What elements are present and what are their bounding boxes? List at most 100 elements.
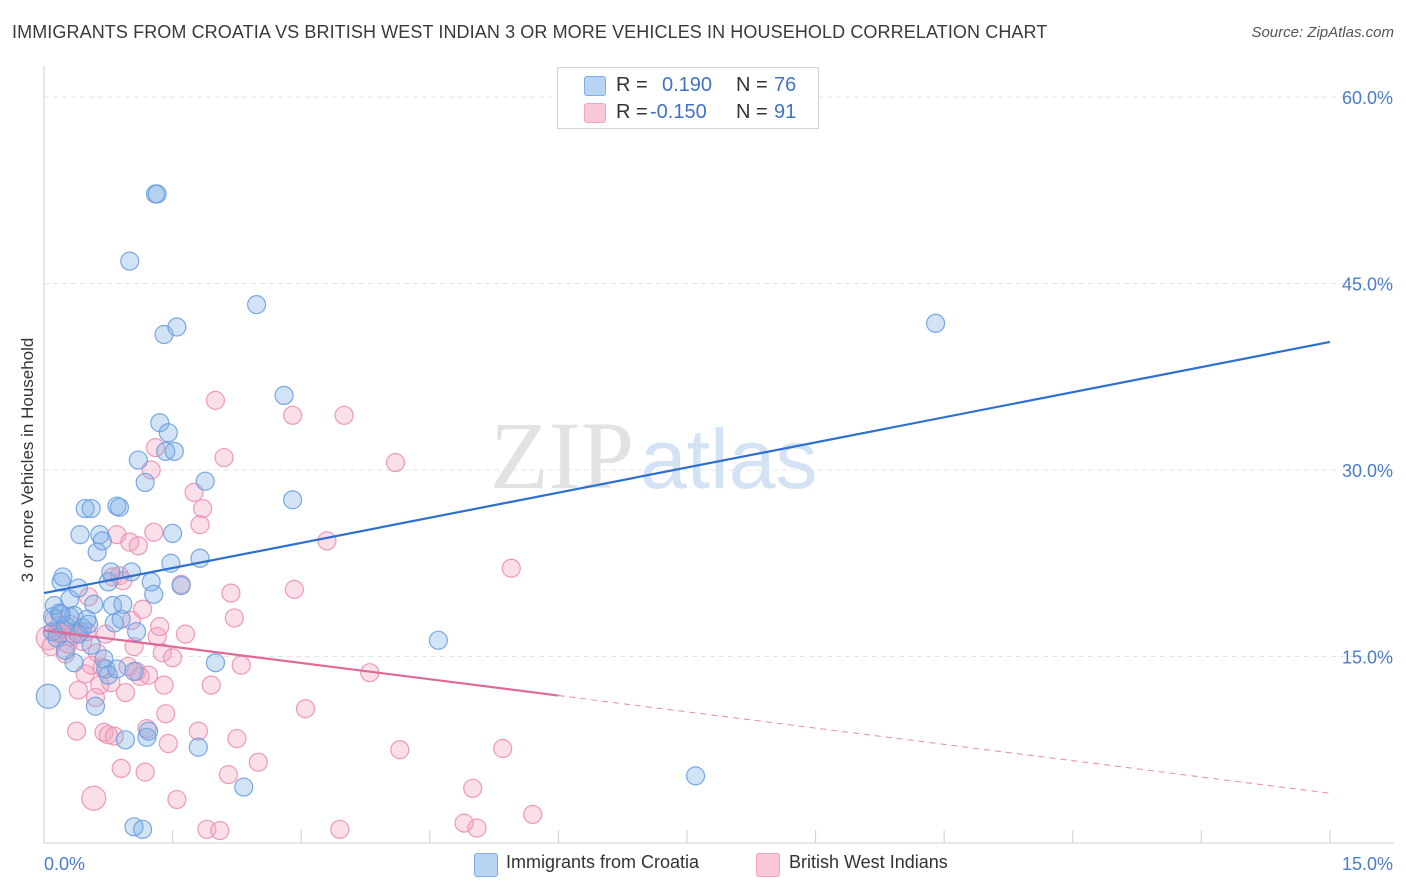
bwi-point-42 — [128, 536, 148, 556]
bwi-point-74 — [231, 655, 251, 675]
croatia-point-49 — [138, 721, 159, 741]
bwi-point-44 — [132, 599, 153, 619]
bwi-point-84 — [390, 740, 410, 760]
croatia-point-63 — [188, 737, 208, 757]
bwi-point-90 — [523, 804, 543, 825]
series-legend: Immigrants from Croatia British West Ind… — [0, 852, 1406, 878]
croatia-point-20 — [81, 498, 101, 519]
bwi-point-45 — [135, 762, 155, 782]
source-label: Source: ZipAtlas.com — [1251, 24, 1394, 41]
bwi-point-52 — [150, 617, 170, 637]
x-tick-label-1: 15.0% — [1342, 854, 1393, 874]
bwi-point-47 — [138, 665, 159, 685]
bwi-point-60 — [175, 624, 196, 644]
y-tick-label-3: 60.0% — [1342, 88, 1393, 108]
croatia-point-27 — [94, 649, 114, 669]
bwi-point-83 — [385, 452, 406, 473]
x-tick-label-0: 0.0% — [44, 854, 85, 874]
bwi-point-62 — [188, 721, 208, 741]
bwi-point-21 — [81, 785, 107, 811]
bwi-point-78 — [295, 699, 316, 719]
tick-labels: 15.0% 30.0% 45.0% 60.0% 0.0% 15.0% — [44, 88, 1393, 874]
trend-line-croatia — [43, 340, 1331, 595]
croatia-point-51 — [144, 584, 164, 604]
y-tick-label-2: 45.0% — [1342, 275, 1393, 295]
bwi-point-80 — [330, 819, 350, 839]
bwi-point-31 — [104, 726, 124, 746]
bwi-point-67 — [205, 390, 226, 410]
bwi-point-54 — [154, 675, 174, 695]
bwi-point-57 — [163, 648, 183, 668]
croatia-point-57 — [158, 423, 178, 443]
croatia-point-71 — [428, 630, 448, 650]
legend-swatch-croatia — [474, 853, 498, 877]
bwi-point-76 — [283, 405, 303, 425]
watermark: ZIP atlas — [490, 402, 817, 509]
bwi-point-68 — [210, 820, 230, 841]
croatia-point-15 — [70, 525, 90, 545]
croatia-point-70 — [283, 490, 303, 510]
bwi-point-49 — [144, 522, 164, 542]
bwi-point-56 — [158, 733, 178, 754]
bwi-point-89 — [501, 558, 521, 578]
bwi-point-50 — [145, 438, 166, 458]
croatia-point-73 — [926, 313, 946, 333]
bwi-point-53 — [152, 643, 172, 663]
croatia-point-38 — [113, 594, 133, 614]
croatia-point-36 — [109, 497, 130, 517]
bwi-point-79 — [317, 531, 337, 551]
croatia-point-22 — [84, 594, 104, 614]
bwi-point-71 — [221, 583, 241, 603]
croatia-point-60 — [164, 441, 184, 461]
trend-line-bwi-solid — [43, 629, 559, 697]
legend-label-bwi: British West Indians — [789, 852, 948, 872]
croatia-point-65 — [195, 471, 215, 491]
bwi-point-86 — [463, 778, 483, 798]
croatia-point-44 — [126, 622, 147, 642]
grid-lines — [44, 96, 1394, 657]
croatia-point-67 — [234, 777, 254, 797]
y-axis-label: 3 or more Vehicles in Household — [18, 337, 37, 583]
croatia-point-39 — [115, 730, 136, 750]
croatia-point-12 — [64, 653, 84, 673]
croatia-point-62 — [171, 576, 191, 596]
bwi-point-55 — [156, 704, 176, 724]
series-immigrants-from-croatia — [35, 184, 946, 839]
correlation-legend: R = 0.190 N = 76 R = -0.150 N = 91 — [557, 67, 819, 129]
legend-swatch-pink — [584, 103, 606, 123]
legend-swatch-blue — [584, 76, 606, 96]
bwi-point-72 — [224, 608, 244, 628]
legend-r-value: -0.150 — [650, 101, 707, 123]
bwi-point-66 — [201, 675, 221, 695]
bwi-point-73 — [227, 728, 247, 749]
legend-n-value: 91 — [774, 101, 797, 123]
legend-r-value: 0.190 — [662, 74, 713, 96]
y-tick-label-0: 15.0% — [1342, 648, 1393, 668]
croatia-point-53 — [147, 184, 167, 204]
bwi-point-75 — [248, 752, 268, 772]
croatia-point-61 — [167, 317, 187, 337]
croatia-point-19 — [78, 614, 99, 634]
bwi-point-77 — [284, 579, 304, 599]
bwi-point-58 — [167, 789, 187, 810]
legend-n-label: N = — [736, 101, 768, 123]
croatia-point-74 — [51, 604, 71, 624]
croatia-point-34 — [107, 659, 127, 679]
legend-swatch-bwi — [756, 853, 780, 877]
bwi-point-13 — [66, 721, 87, 741]
croatia-point-37 — [111, 609, 131, 629]
legend-r-label: R = — [616, 74, 648, 96]
croatia-point-59 — [163, 523, 183, 544]
bwi-point-64 — [193, 498, 213, 519]
bwi-point-81 — [334, 405, 354, 425]
croatia-point-0 — [35, 683, 61, 709]
croatia-point-17 — [75, 498, 95, 519]
bwi-point-87 — [467, 818, 487, 838]
bwi-point-14 — [68, 680, 88, 700]
legend-n-label: N = — [736, 74, 768, 96]
bwi-point-36 — [115, 682, 136, 703]
croatia-point-72 — [685, 766, 706, 786]
croatia-point-7 — [53, 567, 73, 587]
croatia-point-69 — [274, 385, 294, 405]
